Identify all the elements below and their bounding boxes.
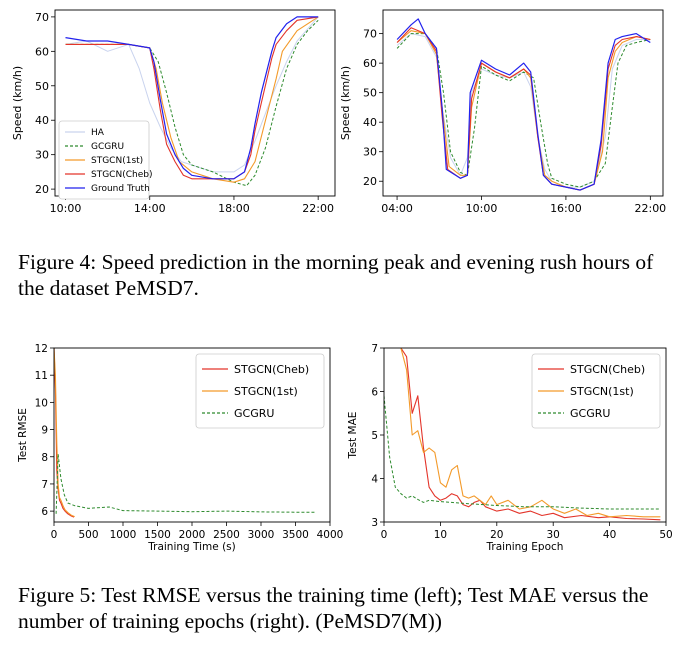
y-tick-label: 7: [371, 343, 378, 355]
x-tick-label: 22:00: [634, 202, 666, 215]
legend-label-stgcn-1st: STGCN(1st): [91, 156, 143, 166]
legend: STGCN(Cheb) STGCN(1st) GCGRU: [531, 353, 661, 429]
y-tick-label: 10: [35, 397, 48, 409]
series-line-stgcn-1st: [400, 348, 661, 518]
x-tick-label: 0: [381, 529, 388, 541]
y-tick-label: 60: [363, 57, 377, 70]
x-tick-label: 16:00: [550, 202, 582, 215]
x-tick-label: 22:00: [302, 202, 334, 215]
series-line-ground-truth: [65, 16, 319, 180]
legend-label-stgcn-1st: STGCN(1st): [570, 385, 634, 398]
y-tick-label: 60: [35, 45, 49, 58]
figure-4-caption: Figure 4: Speed prediction in the mornin…: [18, 250, 654, 300]
x-tick-label: 50: [659, 529, 672, 541]
x-tick-label: 04:00: [381, 202, 413, 215]
series-group: [384, 348, 661, 521]
legend-label-stgcn-1st: STGCN(1st): [234, 385, 298, 398]
legend-label-stgcn-cheb: STGCN(Cheb): [570, 363, 645, 376]
legend-label-ha: HA: [91, 128, 105, 138]
legend: HA GCGRU STGCN(1st) STGCN(Cheb) Ground Truth: [58, 120, 152, 200]
y-tick-label: 6: [371, 387, 378, 399]
series-group: [396, 18, 651, 191]
y-tick-label: 8: [41, 452, 48, 464]
y-tick-label: 3: [371, 517, 378, 529]
y-tick-label: 11: [35, 370, 48, 382]
chart-mae-vs-epoch: 0 10 20 30 40 50 3 4 5 6 7 Test MAE Training Epoch ST…: [347, 343, 673, 553]
series-group: [54, 348, 317, 518]
y-tick-label: 30: [35, 149, 49, 162]
x-tick-label: 40: [603, 529, 616, 541]
y-tick-label: 4: [371, 474, 378, 486]
figure-5-caption: Figure 5: Test RMSE versus the training …: [18, 583, 649, 633]
x-tick-label: 1000: [110, 529, 137, 541]
series-line-ground-truth: [396, 18, 651, 191]
y-tick-label: 40: [35, 114, 49, 127]
y-tick-label: 50: [363, 87, 377, 100]
series-group: [65, 16, 319, 187]
x-tick-label: 4000: [317, 529, 344, 541]
y-tick-label: 50: [35, 80, 49, 93]
legend-label-gcgru: GCGRU: [570, 407, 610, 420]
y-tick-label: 40: [363, 116, 377, 129]
x-tick-label: 2500: [213, 529, 240, 541]
y-tick-label: 9: [41, 425, 48, 437]
legend-label-gcgru: GCGRU: [91, 142, 124, 152]
x-tick-label: 10:00: [50, 202, 82, 215]
y-tick-label: 7: [41, 479, 48, 491]
x-tick-label: 14:00: [134, 202, 166, 215]
x-tick-label: 10: [434, 529, 447, 541]
series-line-stgcn-cheb: [400, 348, 661, 521]
x-tick-label: 18:00: [218, 202, 250, 215]
x-axis-label: Training Time (s): [147, 541, 235, 553]
plot-frame: [382, 9, 664, 197]
y-tick-label: 12: [35, 343, 48, 355]
y-tick-label: 70: [35, 11, 49, 24]
y-tick-label: 5: [371, 430, 378, 442]
x-tick-label: 3500: [282, 529, 309, 541]
x-tick-label: 10:00: [466, 202, 498, 215]
y-axis-label: Test RMSE: [17, 408, 29, 463]
y-axis-label: Test MAE: [347, 412, 359, 460]
y-tick-label: 20: [363, 175, 377, 188]
x-tick-label: 2000: [179, 529, 206, 541]
y-axis-label: Speed (km/h): [339, 66, 352, 140]
legend-label-stgcn-cheb: STGCN(Cheb): [234, 363, 309, 376]
y-axis-label: Speed (km/h): [11, 66, 24, 140]
x-axis-label: Training Epoch: [486, 541, 564, 553]
chart-evening-rush: 04:00 10:00 16:00 22:00 20 30 40 50 60 70 Speed (k…: [339, 9, 666, 215]
series-line-stgcn-1st: [54, 348, 75, 518]
x-tick-label: 30: [547, 529, 560, 541]
x-tick-label: 0: [51, 529, 58, 541]
figure-4-plots: 10:00 14:00 18:00 22:00 20 30 40 50 60 70 Speed (k…: [11, 9, 666, 215]
legend: STGCN(Cheb) STGCN(1st) GCGRU: [195, 353, 325, 429]
legend-frame: [531, 353, 661, 429]
chart-rmse-vs-time: 0 500 1000 1500 2000 2500 3000 3500 4000 6 7 8 9 10 11…: [17, 343, 343, 553]
y-tick-label: 70: [363, 28, 377, 41]
plot-frame: [54, 9, 336, 197]
x-tick-label: 1500: [144, 529, 171, 541]
figure-5-plots: 0 500 1000 1500 2000 2500 3000 3500 400067891011…: [17, 343, 673, 553]
legend-frame: [195, 353, 325, 429]
chart-morning-peak: 10:00 14:00 18:00 22:00 20 30 40 50 60 70 Speed (k…: [11, 9, 336, 215]
legend-frame: [58, 120, 150, 200]
x-tick-label: 20: [490, 529, 503, 541]
y-tick-label: 6: [41, 506, 48, 518]
legend-label-stgcn-cheb: STGCN(Cheb): [91, 170, 152, 180]
series-line-gcgru: [384, 395, 661, 510]
legend-label-gcgru: GCGRU: [234, 407, 274, 420]
x-tick-label: 500: [78, 529, 98, 541]
series-line-gcgru: [55, 453, 317, 514]
y-tick-label: 20: [35, 183, 49, 196]
y-tick-label: 30: [363, 146, 377, 159]
legend-label-ground-truth: Ground Truth: [91, 184, 150, 194]
x-tick-label: 3000: [248, 529, 275, 541]
